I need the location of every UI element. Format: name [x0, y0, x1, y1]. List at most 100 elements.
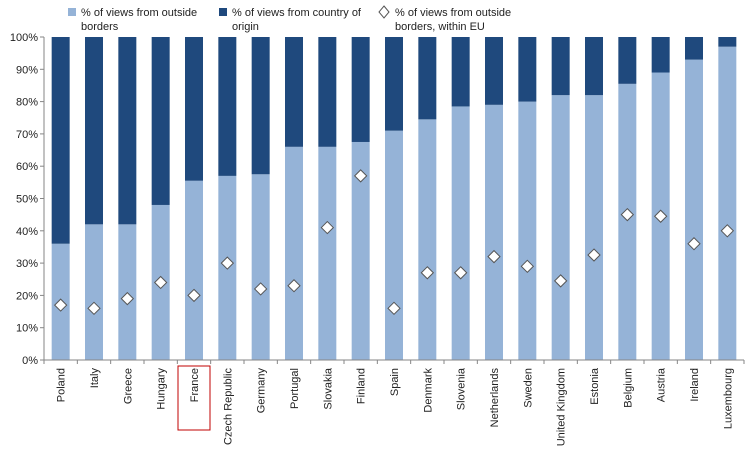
- plot-area: 0% 10% 20% 30% 40% 50% 60% 70% 80% 90% 100% Poland I…: [10, 32, 745, 446]
- bar-segment-country-of-origin-belgium: [618, 37, 637, 84]
- x-category-label-portugal: Portugal: [289, 368, 301, 409]
- marker-within-eu-united-kingdom: [553, 274, 568, 288]
- legend-label-country-of-origin-line2: origin: [232, 21, 259, 33]
- marker-within-eu-hungary: [153, 275, 168, 290]
- x-category-label-ireland: Ireland: [689, 368, 701, 402]
- x-category-label-france: France: [189, 368, 201, 402]
- marker-within-eu-germany: [253, 282, 268, 296]
- bar-segment-country-of-origin-hungary: [151, 37, 170, 205]
- legend-label-country-of-origin-line1: % of views from country of: [232, 7, 362, 19]
- x-category-label-czech-republic: Czech Republic: [222, 368, 234, 446]
- bar-segment-country-of-origin-finland: [351, 37, 370, 142]
- marker-within-eu-sweden: [520, 259, 535, 274]
- y-tick-label: 40%: [16, 226, 38, 238]
- y-tick-label: 60%: [16, 161, 38, 173]
- x-category-label-netherlands: Netherlands: [489, 368, 501, 428]
- bar-segment-country-of-origin-portugal: [285, 37, 303, 147]
- marker-within-eu-czech-republic: [220, 256, 235, 270]
- x-category-label-hungary: Hungary: [156, 368, 168, 410]
- bar-segment-outside-borders-ireland: [685, 59, 703, 361]
- x-category-label-austria: Austria: [656, 367, 668, 402]
- bar-segment-country-of-origin-ireland: [685, 37, 703, 60]
- legend-label-within-eu-line1: % of views from outside: [395, 7, 511, 19]
- x-category-label-poland: Poland: [56, 368, 68, 402]
- bar-segment-outside-borders-united-kingdom: [551, 95, 570, 360]
- bar-segment-outside-borders-spain: [385, 130, 403, 360]
- bar-segment-country-of-origin-slovenia: [451, 37, 470, 107]
- bar-segment-country-of-origin-czech-republic: [218, 37, 237, 176]
- bar-segment-outside-borders-luxembourg: [718, 46, 737, 360]
- bar-segment-outside-borders-denmark: [418, 119, 437, 361]
- marker-within-eu-france: [187, 288, 201, 303]
- x-category-label-belgium: Belgium: [622, 368, 634, 408]
- bar-segment-outside-borders-sweden: [518, 101, 537, 360]
- marker-within-eu-greece: [120, 291, 135, 306]
- bar-segment-outside-borders-finland: [351, 141, 370, 360]
- y-tick-label: 20%: [16, 290, 38, 302]
- bar-segment-outside-borders-portugal: [285, 146, 303, 360]
- marker-within-eu-belgium: [620, 207, 635, 222]
- bar-segment-country-of-origin-netherlands: [485, 37, 503, 105]
- bar-segment-outside-borders-italy: [85, 224, 103, 360]
- x-category-label-germany: Germany: [256, 368, 268, 414]
- bar-segment-outside-borders-estonia: [585, 95, 603, 360]
- bar-segment-country-of-origin-france: [185, 37, 203, 181]
- legend-label-outside-borders-line2: borders: [81, 21, 119, 33]
- bar-segment-country-of-origin-united-kingdom: [551, 37, 570, 96]
- x-category-label-luxembourg: Luxembourg: [722, 368, 734, 429]
- marker-within-eu-estonia: [587, 248, 601, 262]
- bar-segment-country-of-origin-greece: [118, 37, 137, 225]
- bar-segment-country-of-origin-denmark: [418, 37, 437, 120]
- bar-segment-outside-borders-slovenia: [451, 106, 470, 360]
- legend-marker-within-eu: [378, 5, 390, 19]
- x-category-label-finland: Finland: [356, 368, 368, 404]
- marker-within-eu-italy: [87, 301, 101, 316]
- x-category-label-estonia: Estonia: [589, 367, 601, 405]
- marker-within-eu-austria: [653, 209, 668, 223]
- x-category-label-denmark: Denmark: [422, 368, 434, 413]
- x-category-label-slovenia: Slovenia: [456, 367, 468, 410]
- marker-within-eu-slovakia: [320, 220, 335, 235]
- marker-within-eu-spain: [387, 301, 401, 316]
- marker-within-eu-portugal: [287, 279, 301, 293]
- bar-segment-outside-borders-belgium: [618, 83, 637, 361]
- bar-segment-country-of-origin-germany: [251, 37, 270, 175]
- marker-within-eu-ireland: [687, 237, 701, 251]
- y-tick-label: 80%: [16, 97, 38, 109]
- bar-segment-country-of-origin-luxembourg: [718, 37, 737, 47]
- x-category-label-united-kingdom: United Kingdom: [556, 368, 568, 446]
- legend-swatch-country-of-origin: [219, 8, 227, 16]
- legend: % of views from outside borders % of vie…: [68, 5, 511, 33]
- highlight-box-france: [177, 365, 211, 431]
- x-category-label-sweden: Sweden: [522, 368, 534, 408]
- y-tick-label: 100%: [10, 32, 38, 44]
- y-tick-label: 10%: [16, 323, 38, 335]
- marker-within-eu-slovenia: [453, 266, 468, 280]
- legend-label-outside-borders-line1: % of views from outside: [81, 7, 197, 19]
- y-tick-label: 50%: [16, 194, 38, 206]
- x-category-label-greece: Greece: [122, 368, 134, 404]
- bar-segment-country-of-origin-spain: [385, 37, 403, 131]
- y-tick-label: 90%: [16, 64, 38, 76]
- bar-segment-outside-borders-germany: [251, 174, 270, 360]
- bar-segment-country-of-origin-italy: [85, 37, 103, 225]
- marker-within-eu-denmark: [420, 266, 435, 280]
- legend-label-within-eu-line2: borders, within EU: [395, 21, 485, 33]
- bar-segment-country-of-origin-austria: [651, 37, 670, 73]
- y-tick-label: 0%: [22, 355, 38, 367]
- y-tick-label: 30%: [16, 258, 38, 270]
- bar-segment-outside-borders-france: [185, 180, 203, 360]
- marker-within-eu-finland: [353, 169, 368, 183]
- legend-swatch-outside-borders: [68, 8, 76, 16]
- x-category-label-italy: Italy: [89, 368, 101, 389]
- bar-segment-country-of-origin-estonia: [585, 37, 603, 96]
- marker-within-eu-poland: [53, 298, 68, 312]
- bar-segment-country-of-origin-sweden: [518, 37, 537, 102]
- marker-within-eu-luxembourg: [720, 224, 735, 238]
- marker-within-eu-netherlands: [487, 249, 501, 264]
- bar-segment-country-of-origin-poland: [51, 37, 70, 244]
- x-category-label-slovakia: Slovakia: [322, 367, 334, 409]
- bar-segment-outside-borders-netherlands: [485, 104, 503, 360]
